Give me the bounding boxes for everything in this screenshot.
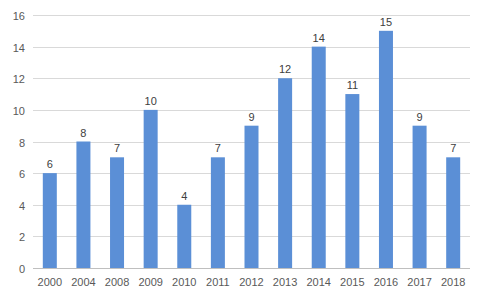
x-tick-label: 2008 (105, 276, 129, 288)
y-tick-label: 4 (19, 200, 25, 212)
x-tick-label: 2015 (340, 276, 364, 288)
bar (177, 205, 191, 268)
grid-line (33, 15, 470, 16)
x-tick-label: 2014 (306, 276, 330, 288)
x-tick-label: 2012 (239, 276, 263, 288)
data-label: 9 (417, 111, 423, 123)
bar (245, 126, 259, 268)
x-tick-label: 2018 (441, 276, 465, 288)
x-tick-label: 2000 (38, 276, 62, 288)
grid-line (33, 78, 470, 79)
data-label: 14 (313, 32, 325, 44)
grid-line (33, 47, 470, 48)
y-tick-label: 0 (19, 263, 25, 275)
y-tick-label: 16 (13, 10, 25, 22)
bar (211, 157, 225, 268)
y-tick-label: 14 (13, 42, 25, 54)
bars (43, 31, 460, 268)
y-tick-label: 10 (13, 105, 25, 117)
data-label: 7 (114, 142, 120, 154)
bar (76, 142, 90, 269)
bar (144, 110, 158, 268)
data-label: 11 (347, 79, 358, 91)
data-label: 7 (215, 142, 221, 154)
data-label: 8 (80, 127, 86, 139)
data-label: 6 (47, 158, 53, 170)
x-tick-label: 2017 (407, 276, 431, 288)
bar (446, 157, 460, 268)
y-tick-label: 8 (19, 137, 25, 149)
data-label: 9 (248, 111, 254, 123)
bar (43, 173, 57, 268)
data-label: 10 (145, 95, 157, 107)
chart-container: 0 2 4 6 8 10 12 14 16 6 8 7 10 4 7 9 12 14 11 15 9 7 2000 2004 2… (0, 0, 480, 300)
chart-svg: 0 2 4 6 8 10 12 14 16 6 8 7 10 4 7 9 12 14 11 15 9 7 2000 2004 2… (0, 0, 480, 300)
x-tick-label: 2009 (138, 276, 162, 288)
bar (278, 78, 292, 268)
data-label: 15 (380, 16, 392, 28)
bar (413, 126, 427, 268)
bar (345, 94, 359, 268)
x-tick-label: 2010 (172, 276, 196, 288)
x-tick-label: 2011 (206, 276, 230, 288)
bar (312, 47, 326, 268)
data-label: 4 (181, 190, 187, 202)
x-tick-label: 2013 (273, 276, 297, 288)
x-tick-label: 2016 (374, 276, 398, 288)
bar (110, 157, 124, 268)
y-tick-label: 6 (19, 168, 25, 180)
data-label: 12 (279, 63, 291, 75)
x-tick-label: 2004 (71, 276, 95, 288)
data-label: 7 (450, 142, 456, 154)
bar (379, 31, 393, 268)
y-tick-label: 2 (19, 231, 25, 243)
y-tick-label: 12 (13, 73, 25, 85)
grid-line (33, 268, 470, 269)
